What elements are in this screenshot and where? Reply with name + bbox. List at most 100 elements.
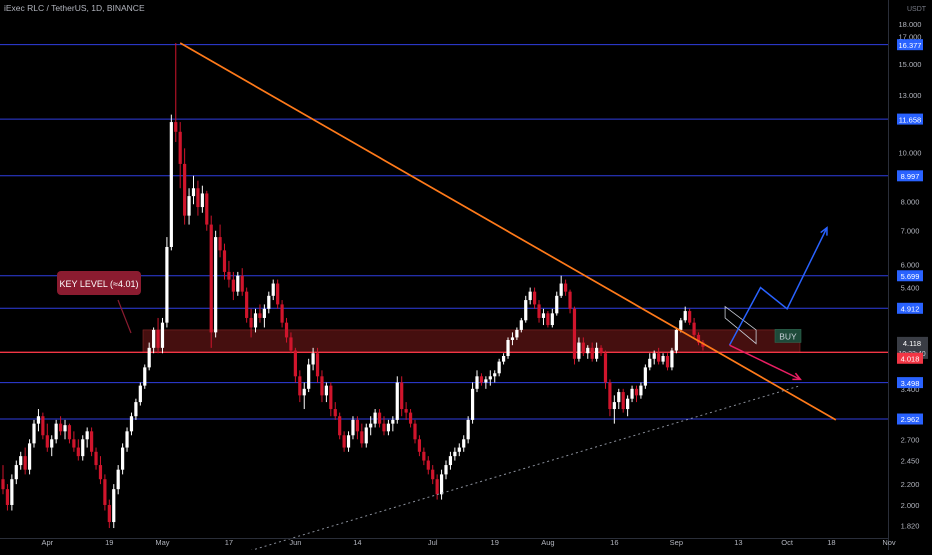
level-price-badge-text: 5.699: [901, 272, 920, 281]
candle: [528, 287, 532, 305]
horizontal-levels: [0, 44, 888, 420]
candle: [293, 347, 297, 383]
candle: [320, 370, 324, 403]
candle-body: [692, 322, 696, 335]
candle-body: [36, 416, 41, 424]
buy-label-box: [774, 329, 802, 343]
buy-label-text: BUY: [779, 331, 797, 341]
time-tick-label: 14: [353, 538, 361, 547]
candle-body: [457, 447, 461, 452]
price-tick-label: 2.450: [901, 457, 920, 466]
candle: [32, 419, 36, 448]
key-level-price-badge-box: [897, 352, 923, 364]
time-tick-label: 17: [225, 538, 233, 547]
bearish-projection-line: [729, 344, 801, 381]
candle: [639, 382, 643, 399]
candle-body: [541, 313, 546, 318]
candle: [462, 435, 466, 452]
candle-body: [218, 237, 222, 251]
candle: [191, 175, 196, 205]
candle-body: [72, 439, 76, 448]
candle: [626, 395, 630, 417]
candle: [408, 409, 413, 428]
candle-body: [564, 283, 568, 292]
time-axis[interactable]: Apr19May17Jun14Jul19Aug16Sep13Oct18Nov15: [0, 538, 932, 547]
candle: [67, 423, 72, 444]
candle: [665, 353, 670, 371]
candle: [364, 423, 368, 448]
candle: [466, 416, 470, 444]
candle-body: [90, 431, 94, 452]
candle-body: [205, 193, 209, 225]
candle-body: [364, 427, 368, 444]
candle-body: [187, 196, 191, 216]
candle-body: [488, 376, 492, 380]
candle-body: [10, 479, 14, 505]
candle-body: [116, 469, 120, 490]
candle: [23, 447, 27, 475]
candle: [10, 474, 14, 511]
candle-body: [67, 425, 72, 440]
candle-body: [701, 342, 705, 347]
candle-body: [603, 353, 608, 383]
candle-body: [497, 361, 501, 374]
candle-body: [81, 439, 85, 457]
candle: [577, 337, 581, 362]
candle-body: [408, 412, 413, 424]
candle: [688, 308, 692, 326]
candle: [227, 260, 231, 288]
candle: [165, 237, 169, 328]
candle: [510, 332, 515, 346]
candle: [107, 499, 111, 529]
candle-body: [302, 388, 306, 396]
candle: [621, 388, 625, 413]
level-price-badge-box: [897, 270, 923, 282]
candle-body: [431, 469, 435, 480]
candle: [634, 385, 639, 403]
candle: [262, 304, 266, 328]
candle: [590, 342, 594, 362]
candle: [147, 342, 151, 371]
level-price-badge-text: 16.377: [899, 41, 922, 50]
candle: [519, 317, 523, 333]
candle-body: [245, 291, 249, 318]
level-price-badge: 4.912: [897, 302, 923, 314]
candle: [63, 419, 67, 440]
candle-body: [165, 246, 169, 323]
candle: [289, 332, 293, 354]
candle-body: [333, 409, 337, 417]
candle: [674, 327, 678, 354]
candle-body: [546, 313, 550, 326]
candle-body: [470, 388, 475, 420]
candle: [298, 370, 302, 403]
price-tick-label: 13.000: [899, 91, 922, 100]
candle: [76, 439, 80, 461]
bullish-projection-arrowhead: [820, 226, 828, 236]
candle-body: [688, 311, 692, 323]
time-tick-label: May: [155, 538, 169, 547]
key-level-price-badge-text: 4.018: [901, 354, 920, 363]
level-price-badge-box: [897, 377, 923, 389]
price-axis[interactable]: 18.000 17.000 15.000 13.000 10.000 8.000 7.000…: [888, 0, 929, 550]
candle: [426, 456, 430, 475]
candle: [36, 409, 41, 432]
candle: [413, 419, 417, 444]
candle: [81, 435, 85, 461]
candle: [143, 364, 147, 389]
candle-body: [413, 423, 417, 440]
candle-body: [200, 193, 204, 208]
candle-body: [493, 373, 497, 377]
time-tick-label: 13: [734, 538, 742, 547]
candle-body: [377, 412, 382, 424]
candle-body: [581, 342, 585, 354]
level-price-badge-text: 3.498: [901, 379, 920, 388]
candle-body: [178, 131, 182, 164]
candle-body: [183, 163, 187, 216]
candle: [5, 484, 10, 511]
candle: [360, 423, 364, 448]
candle: [475, 370, 479, 393]
candle: [431, 465, 435, 485]
candle-body: [147, 347, 151, 368]
